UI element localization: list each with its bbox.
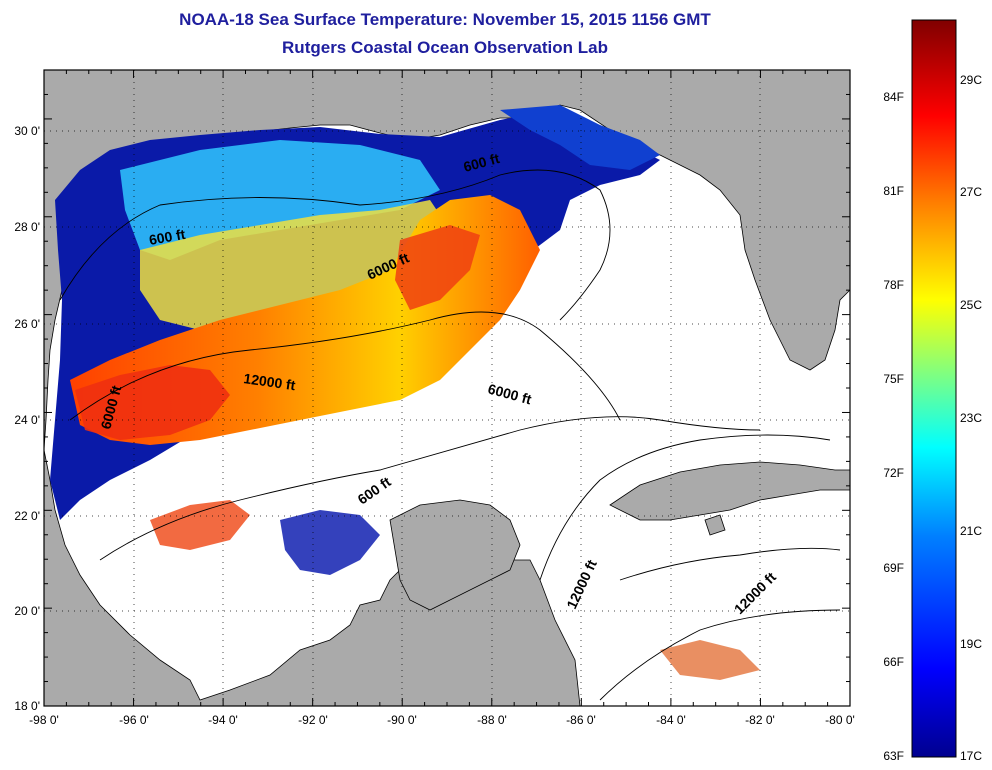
sst-data bbox=[50, 105, 760, 680]
contour-label: 12000 ft bbox=[243, 370, 297, 393]
colorbar-c-label: 23C bbox=[960, 411, 982, 425]
colorbar bbox=[911, 19, 957, 758]
colorbar-f-label: 72F bbox=[883, 466, 904, 480]
colorbar-c-label: 17C bbox=[960, 749, 982, 763]
colorbar-fahrenheit-labels: 63F 66F 69F 72F 75F 78F 81F 84F bbox=[883, 90, 904, 763]
colorbar-celsius-labels: 17C 19C 21C 23C 25C 27C 29C bbox=[960, 73, 982, 763]
lat-tick-label: 24 0' bbox=[14, 413, 40, 427]
colorbar-f-label: 75F bbox=[883, 372, 904, 386]
lat-tick-label: 20 0' bbox=[14, 604, 40, 618]
colorbar-c-label: 29C bbox=[960, 73, 982, 87]
colorbar-f-label: 84F bbox=[883, 90, 904, 104]
colorbar-c-label: 27C bbox=[960, 185, 982, 199]
colorbar-f-label: 63F bbox=[883, 749, 904, 763]
map-title: NOAA-18 Sea Surface Temperature: Novembe… bbox=[179, 10, 711, 29]
sst-yucatan-cold bbox=[280, 510, 380, 575]
lon-tick-label: -92 0' bbox=[298, 713, 328, 727]
land bbox=[43, 69, 851, 707]
axis-minor-ticks bbox=[43, 69, 851, 707]
sst-red-west bbox=[75, 365, 230, 440]
sst-cyan-band bbox=[120, 140, 440, 260]
lat-tick-label: 30 0' bbox=[14, 124, 40, 138]
longitude-tick-labels: -98 0' -96 0' -94 0' -92 0' -90 0' -88 0… bbox=[29, 713, 855, 727]
mexico-landmass bbox=[43, 449, 581, 707]
colorbar-c-label: 25C bbox=[960, 298, 982, 312]
lon-tick-label: -98 0' bbox=[29, 713, 59, 727]
lat-tick-label: 18 0' bbox=[14, 699, 40, 713]
yucatan-landmass bbox=[389, 499, 521, 611]
colorbar-f-label: 66F bbox=[883, 655, 904, 669]
sst-cold-northeast bbox=[500, 105, 660, 170]
lat-tick-label: 26 0' bbox=[14, 317, 40, 331]
map-subtitle: Rutgers Coastal Ocean Observation Lab bbox=[282, 38, 608, 57]
sst-yucatan-warm bbox=[150, 500, 250, 550]
lon-tick-label: -86 0' bbox=[566, 713, 596, 727]
lon-tick-label: -82 0' bbox=[745, 713, 775, 727]
lon-tick-label: -94 0' bbox=[208, 713, 238, 727]
sst-caribbean-specks bbox=[660, 640, 760, 680]
sst-yellow-band bbox=[140, 200, 450, 330]
lat-tick-label: 28 0' bbox=[14, 220, 40, 234]
gridlines bbox=[44, 70, 850, 706]
colorbar-f-label: 78F bbox=[883, 278, 904, 292]
sst-red-central bbox=[395, 225, 480, 310]
latitude-tick-labels: 18 0' 20 0' 22 0' 24 0' 26 0' 28 0' 30 0… bbox=[14, 124, 40, 713]
colorbar-c-label: 21C bbox=[960, 524, 982, 538]
bathymetry-contours bbox=[59, 169, 841, 701]
lon-tick-label: -90 0' bbox=[387, 713, 417, 727]
colorbar-f-label: 81F bbox=[883, 184, 904, 198]
lon-tick-label: -84 0' bbox=[656, 713, 686, 727]
lon-tick-label: -88 0' bbox=[477, 713, 507, 727]
lon-tick-label: -80 0' bbox=[825, 713, 855, 727]
colorbar-f-label: 69F bbox=[883, 561, 904, 575]
isle-of-youth bbox=[704, 514, 726, 536]
lon-tick-label: -96 0' bbox=[119, 713, 149, 727]
lat-tick-label: 22 0' bbox=[14, 509, 40, 523]
contour-label: 600 ft bbox=[148, 226, 187, 248]
colorbar-c-label: 19C bbox=[960, 637, 982, 651]
